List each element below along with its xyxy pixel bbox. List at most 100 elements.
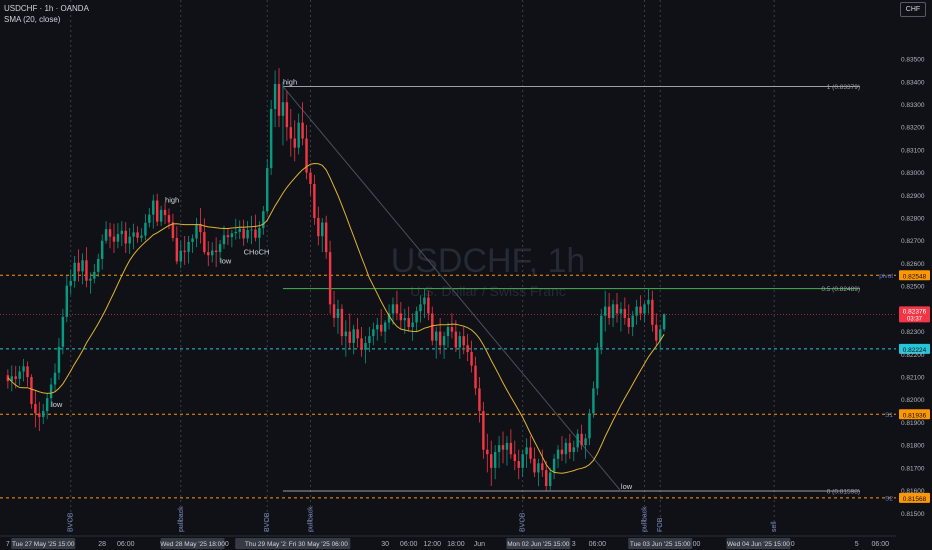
y-tick-label: 0.83000 bbox=[901, 170, 925, 177]
candle-body bbox=[596, 347, 599, 389]
session-label: BVOB bbox=[264, 512, 271, 532]
candle-body bbox=[187, 241, 190, 252]
candle-body bbox=[277, 84, 281, 116]
candle-body bbox=[434, 331, 438, 341]
x-tick-label: 3 bbox=[572, 541, 576, 548]
candle-body bbox=[643, 304, 646, 314]
session-label: pullback bbox=[641, 506, 648, 532]
candle-body bbox=[497, 445, 501, 452]
y-tick-label: 0.83400 bbox=[901, 79, 925, 86]
level-tag-s1: 0.81936 bbox=[903, 412, 927, 419]
candle-body bbox=[42, 411, 45, 417]
candle-body bbox=[321, 222, 324, 237]
candle-body bbox=[152, 200, 155, 215]
candle-body bbox=[297, 122, 300, 148]
candle-body bbox=[529, 447, 532, 459]
candle-body bbox=[556, 449, 560, 459]
annotation-low: low bbox=[621, 482, 633, 491]
candle-body bbox=[18, 371, 21, 379]
currency-button[interactable]: CHF bbox=[900, 2, 926, 17]
y-tick-label: 0.82700 bbox=[901, 238, 925, 245]
candle-body bbox=[356, 329, 359, 339]
candle-body bbox=[273, 84, 277, 110]
candle-body bbox=[454, 331, 458, 348]
candle-body bbox=[258, 228, 261, 238]
candle-body bbox=[22, 366, 25, 372]
candle-body bbox=[183, 250, 186, 252]
candle-body bbox=[61, 316, 65, 347]
candle-body bbox=[635, 306, 638, 316]
level-tag-s2: 0.81568 bbox=[903, 496, 927, 503]
candle-body bbox=[14, 376, 17, 379]
x-tick-label: 06:00 bbox=[589, 541, 607, 548]
symbol-title: USDCHF · 1h · OANDA bbox=[4, 4, 89, 13]
candle-body bbox=[490, 454, 493, 468]
candle-body bbox=[313, 183, 316, 219]
annotation-low: low bbox=[220, 257, 232, 266]
candle-body bbox=[65, 285, 69, 317]
level-tag-bg-s2 bbox=[899, 492, 930, 503]
candle-body bbox=[269, 109, 273, 169]
date-chip-label: Wed 28 May '25 18:00 bbox=[160, 541, 225, 548]
candle-body bbox=[584, 438, 587, 446]
candle-body bbox=[210, 250, 214, 256]
candle-body bbox=[226, 235, 230, 238]
candle-body bbox=[486, 449, 489, 455]
candle-body bbox=[285, 102, 289, 128]
candle-body bbox=[407, 317, 410, 328]
level-tag-sell_limit: 0.82224 bbox=[903, 347, 927, 354]
candle-body bbox=[509, 442, 513, 455]
candle-body bbox=[97, 258, 100, 272]
candle-body bbox=[49, 384, 53, 399]
candle-body bbox=[155, 200, 159, 222]
candle-body bbox=[364, 342, 367, 350]
candle-body bbox=[120, 230, 124, 235]
candle-body bbox=[148, 214, 151, 223]
candle-body bbox=[423, 297, 426, 305]
candle-body bbox=[411, 322, 414, 328]
candle-body bbox=[112, 236, 116, 242]
candle-body bbox=[281, 102, 285, 116]
annotation-high: high bbox=[165, 195, 179, 204]
candle-body bbox=[305, 138, 308, 173]
candle-body bbox=[501, 445, 505, 450]
candle-body bbox=[238, 228, 241, 232]
candle-body bbox=[179, 250, 182, 262]
candle-body bbox=[163, 209, 167, 216]
session-label: pullback bbox=[307, 506, 314, 532]
y-tick-label: 0.81900 bbox=[901, 420, 925, 427]
date-chip-bg bbox=[11, 538, 76, 549]
candle-body bbox=[293, 138, 296, 148]
y-tick-label: 0.83300 bbox=[901, 102, 925, 109]
candle-body bbox=[266, 168, 269, 212]
candle-body bbox=[328, 252, 332, 305]
candle-body bbox=[171, 222, 175, 239]
y-tick-label: 0.83100 bbox=[901, 147, 925, 154]
candle-body bbox=[301, 122, 304, 139]
date-chip-bg bbox=[235, 538, 300, 549]
candle-body bbox=[26, 366, 29, 378]
candle-body bbox=[230, 233, 234, 238]
date-chip-label: Tue 03 Jun '25 15:00 bbox=[630, 541, 691, 548]
sma-legend[interactable]: SMA (20, close) bbox=[4, 15, 61, 24]
level-label-s1: S1 bbox=[885, 412, 893, 419]
candle-body bbox=[246, 230, 249, 239]
y-tick-label: 0.82900 bbox=[901, 193, 925, 200]
candle-body bbox=[85, 260, 88, 281]
candle-body bbox=[372, 329, 375, 337]
candle-body bbox=[242, 228, 245, 239]
candle-body bbox=[462, 336, 465, 346]
y-tick-label: 0.83200 bbox=[901, 125, 925, 132]
candle-body bbox=[108, 229, 112, 237]
candle-body bbox=[207, 252, 210, 256]
candle-body bbox=[45, 398, 49, 412]
candle-body bbox=[541, 463, 544, 471]
candle-body bbox=[159, 209, 163, 222]
candle-body bbox=[525, 447, 528, 455]
candle-body bbox=[93, 271, 96, 279]
candle-body bbox=[77, 262, 80, 272]
candle-body bbox=[136, 232, 139, 238]
candle-body bbox=[446, 327, 450, 337]
candle-body bbox=[399, 313, 403, 321]
